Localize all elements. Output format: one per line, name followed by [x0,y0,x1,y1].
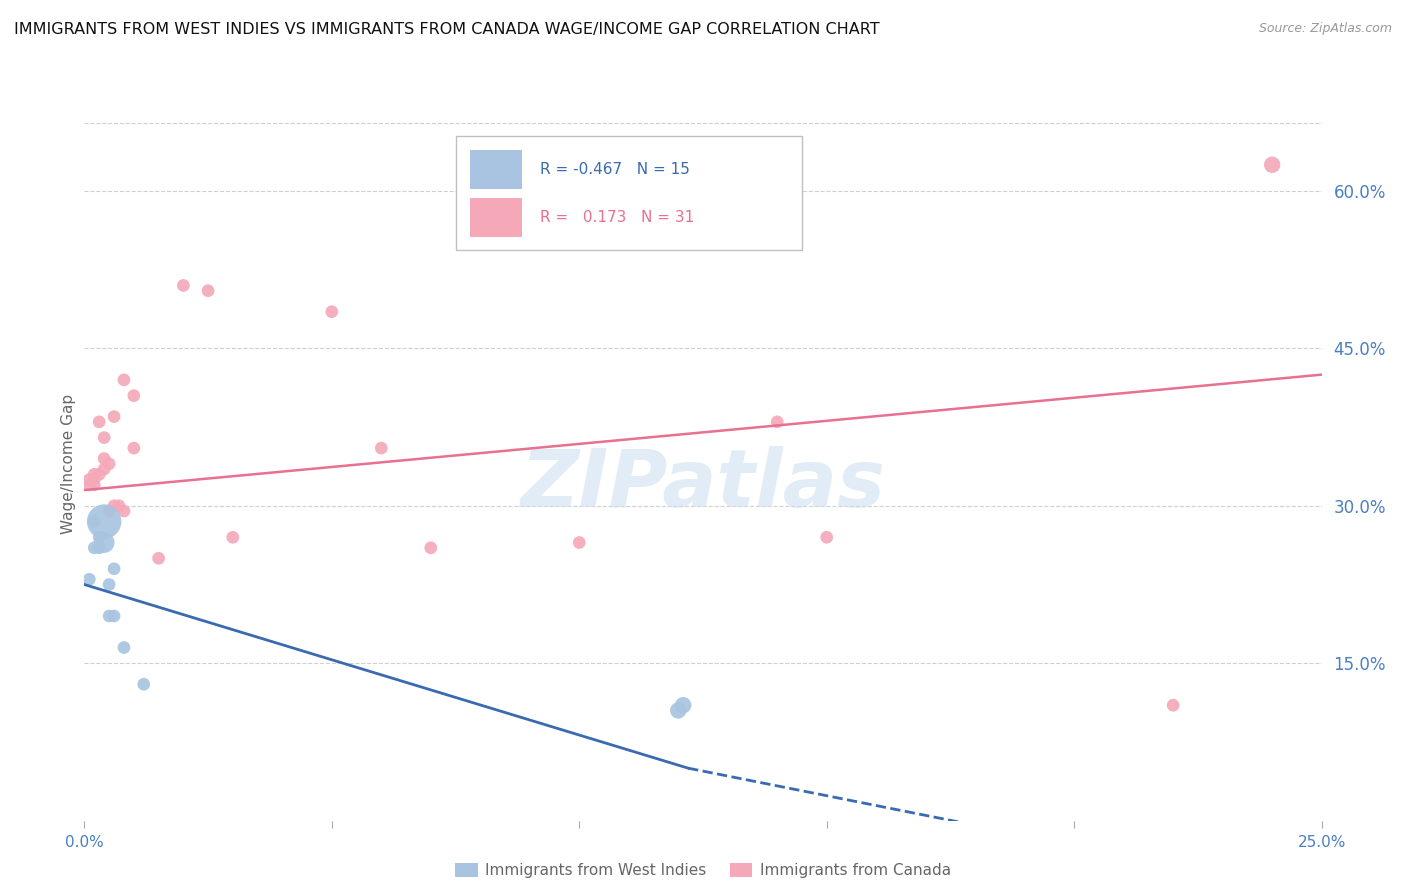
Point [98,609,121,624]
Point [98,577,121,591]
Text: R = -0.467   N = 15: R = -0.467 N = 15 [540,162,689,178]
FancyBboxPatch shape [471,150,523,189]
Point [103,562,125,576]
Point [98,504,121,518]
Point [419,541,441,555]
Point [197,284,219,298]
Text: Source: ZipAtlas.com: Source: ZipAtlas.com [1258,22,1392,36]
Point [370,441,392,455]
Point [98,457,121,471]
Text: R =   0.173   N = 31: R = 0.173 N = 31 [540,211,695,225]
Point [83,541,105,555]
Point [766,415,789,429]
Point [321,304,343,318]
Point [172,278,194,293]
Legend: Immigrants from West Indies, Immigrants from Canada: Immigrants from West Indies, Immigrants … [449,857,957,884]
Point [112,373,135,387]
Point [568,535,591,549]
Text: ZIPatlas: ZIPatlas [520,446,886,524]
Point [1161,698,1184,713]
Point [93,515,115,529]
Point [83,467,105,482]
Point [815,530,838,544]
Point [1261,158,1284,172]
Point [89,530,111,544]
FancyBboxPatch shape [471,198,523,237]
Point [83,473,105,487]
Point [83,478,105,492]
Point [89,541,111,555]
Point [112,504,135,518]
Y-axis label: Wage/Income Gap: Wage/Income Gap [60,393,76,534]
Point [132,677,155,691]
Point [79,572,101,586]
Point [108,499,131,513]
Point [666,703,689,717]
Point [93,451,115,466]
Point [83,515,105,529]
Point [79,478,101,492]
Point [93,462,115,476]
Point [122,389,145,403]
Point [89,467,111,482]
Point [103,499,125,513]
Point [148,551,170,566]
Point [112,640,135,655]
Point [79,473,101,487]
Point [93,431,115,445]
Point [122,441,145,455]
Point [93,535,115,549]
Point [103,409,125,424]
FancyBboxPatch shape [456,136,801,250]
Text: IMMIGRANTS FROM WEST INDIES VS IMMIGRANTS FROM CANADA WAGE/INCOME GAP CORRELATIO: IMMIGRANTS FROM WEST INDIES VS IMMIGRANT… [14,22,880,37]
Point [222,530,245,544]
Point [103,609,125,624]
Point [89,415,111,429]
Point [672,698,695,713]
